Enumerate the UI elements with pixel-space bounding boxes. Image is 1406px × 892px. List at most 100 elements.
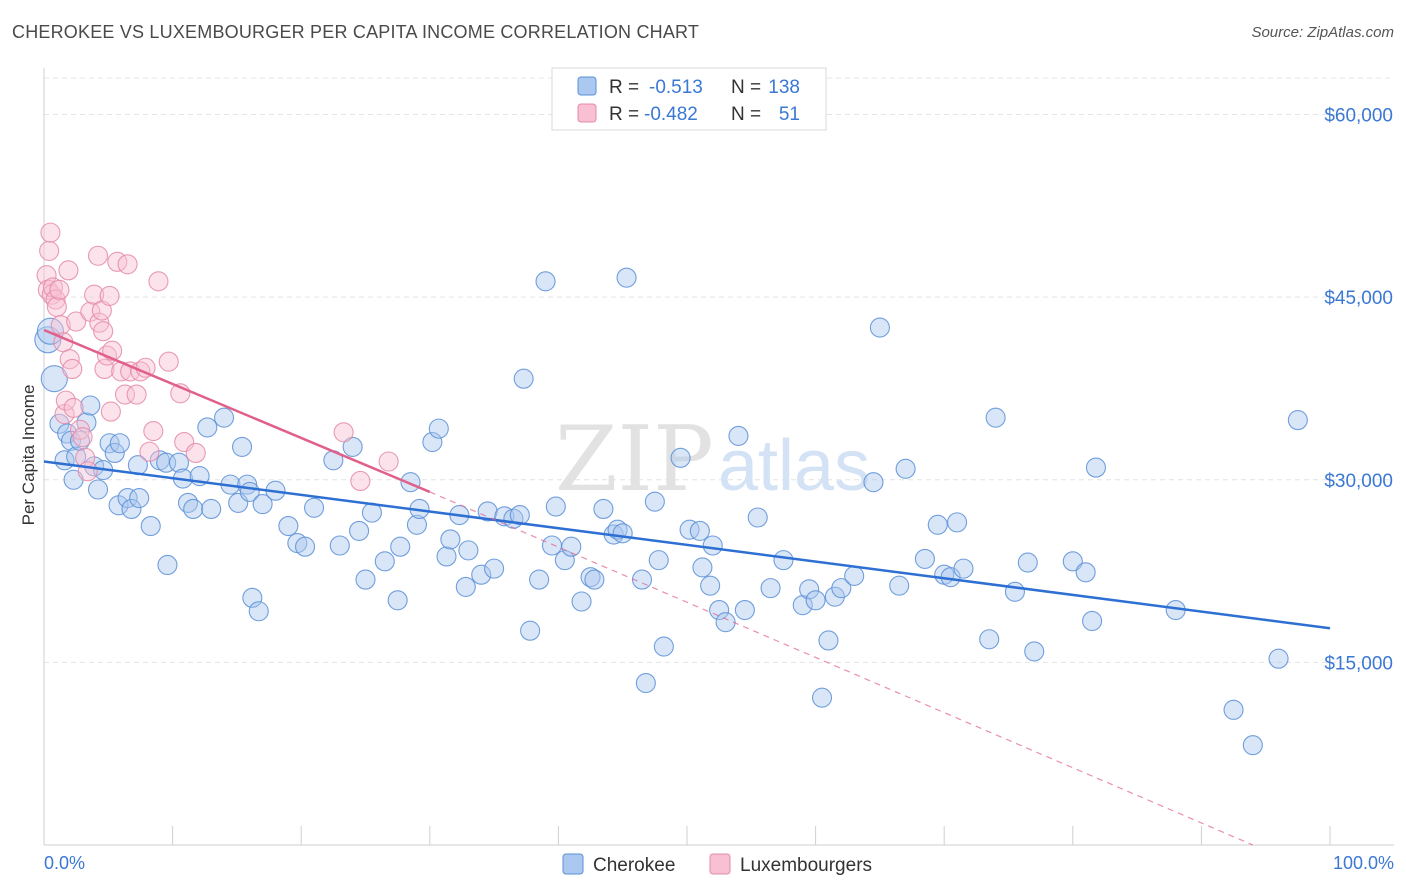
data-point [631, 569, 653, 590]
data-point [99, 433, 120, 454]
data-point [342, 436, 363, 457]
data-point [1287, 410, 1308, 431]
data-point [1082, 610, 1103, 632]
data-point [114, 384, 136, 405]
data-point [863, 472, 884, 493]
data-point [455, 576, 476, 597]
data-point [545, 496, 566, 517]
data-point [121, 498, 142, 520]
bottom-legend-label-cherokee: Cherokee [593, 855, 675, 876]
data-point [484, 558, 505, 579]
data-point [129, 487, 150, 509]
data-point [158, 351, 179, 372]
data-point [709, 599, 730, 621]
data-point [99, 285, 120, 306]
data-point [679, 519, 700, 540]
data-point [985, 407, 1006, 428]
chart-title: CHEROKEE VS LUXEMBOURGER PER CAPITA INCO… [12, 22, 700, 42]
y-axis-label: Per Capita Income [19, 385, 38, 526]
y-tick-label: $30,000 [1324, 471, 1393, 492]
data-point [747, 507, 768, 528]
data-point [728, 425, 749, 446]
data-point [197, 417, 218, 438]
legend-frame [551, 67, 827, 131]
data-point [143, 421, 164, 442]
data-point [869, 317, 890, 338]
data-point [689, 520, 710, 541]
data-point [811, 687, 833, 708]
data-point [77, 461, 98, 482]
data-point [927, 514, 948, 535]
data-point [635, 673, 656, 694]
data-point [1017, 552, 1038, 573]
data-point [109, 433, 130, 454]
data-point [378, 451, 399, 472]
x-tick-min: 0.0% [44, 853, 85, 873]
data-point [333, 422, 354, 443]
data-point [117, 254, 138, 275]
gridlines [44, 77, 1394, 663]
data-point [168, 452, 190, 473]
data-point [895, 458, 916, 479]
data-point [148, 271, 169, 292]
data-point [700, 575, 721, 596]
data-point [760, 578, 781, 599]
data-point [87, 479, 109, 500]
data-point [616, 267, 637, 288]
legend-swatch-luxembourgers [577, 103, 597, 123]
data-point [692, 557, 713, 578]
data-point [1242, 735, 1263, 756]
data-point [947, 512, 968, 533]
data-point [87, 245, 109, 266]
data-point [40, 365, 68, 393]
data-point [252, 494, 273, 515]
data-point [831, 578, 852, 599]
data-point [231, 436, 253, 457]
data-point [471, 564, 492, 585]
data-point [773, 550, 794, 571]
data-point [36, 317, 64, 345]
series-cherokee [34, 267, 1308, 756]
data-point [139, 441, 160, 462]
data-point [46, 296, 67, 317]
data-point [580, 567, 601, 588]
y-tick-labels: $15,000 $30,000 $45,000 $60,000 [1324, 106, 1393, 675]
data-point [50, 315, 71, 336]
data-point [541, 535, 563, 556]
legend-n-label: N = [731, 77, 761, 98]
bottom-legend-label-luxembourgers: Luxembourgers [740, 855, 872, 876]
data-point [670, 447, 691, 468]
data-point [715, 612, 736, 633]
data-point [349, 520, 370, 541]
data-point [561, 536, 582, 557]
legend-r-label: R = [609, 104, 639, 125]
data-point [117, 487, 138, 509]
data-point [653, 636, 674, 657]
data-point [734, 599, 755, 621]
data-point [387, 590, 408, 611]
data-point [593, 498, 614, 520]
bottom-legend-swatch-luxembourgers [709, 853, 731, 875]
legend-r-value-cherokee: -0.513 [649, 77, 703, 98]
data-point [953, 558, 974, 579]
trend-line-cherokee [43, 460, 1331, 630]
data-points [34, 222, 1308, 756]
data-point [648, 550, 669, 571]
data-point [1024, 641, 1045, 662]
x-tick-max: 100.0% [1333, 853, 1394, 873]
legend-n-label: N = [731, 104, 761, 125]
data-point [889, 575, 910, 596]
data-point [248, 601, 269, 622]
data-point [374, 551, 395, 572]
y-tick-label: $45,000 [1324, 288, 1393, 309]
data-point [390, 536, 411, 557]
legend-n-value-cherokee: 138 [768, 77, 800, 98]
trend-lines [43, 328, 1331, 846]
legend-r-value-luxembourgers: -0.482 [644, 104, 698, 125]
data-point [201, 498, 222, 520]
watermark: ZIP atlas [555, 407, 870, 512]
data-point [513, 368, 534, 389]
y-tick-label: $15,000 [1324, 653, 1393, 674]
data-point [140, 515, 161, 537]
data-point [242, 587, 263, 608]
